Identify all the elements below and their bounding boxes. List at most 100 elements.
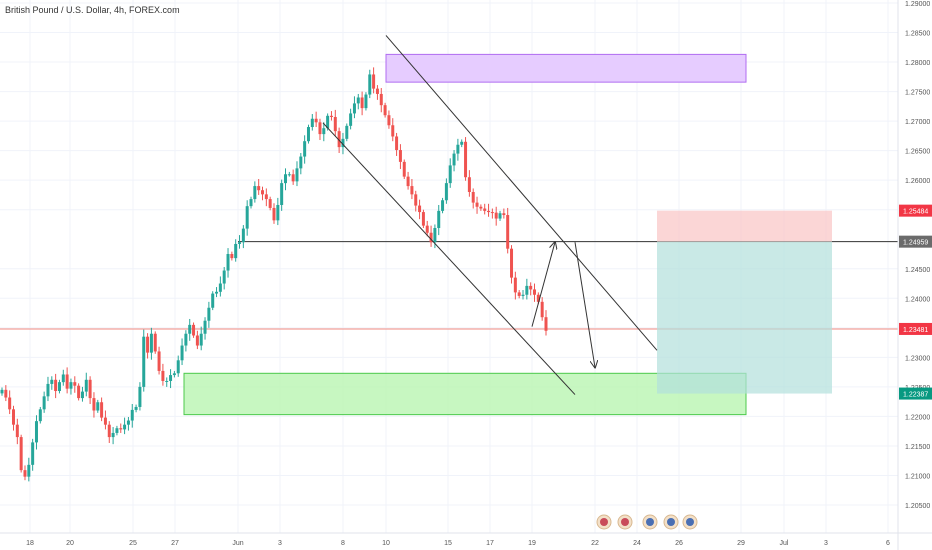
candle-body bbox=[188, 324, 192, 334]
candle-body bbox=[11, 409, 15, 425]
candle-body bbox=[283, 174, 287, 184]
candle-body bbox=[414, 194, 418, 206]
time-tick-label: 25 bbox=[129, 540, 137, 547]
candle-body bbox=[306, 127, 310, 142]
price-tick-label: 1.23000 bbox=[905, 355, 930, 362]
time-axis[interactable]: 18 20 25 27 Jun 3 8 10 15 17 19 22 24 26 29 Jul 3 6 bbox=[0, 532, 932, 547]
candle-body bbox=[80, 391, 84, 399]
candle-body bbox=[172, 373, 176, 376]
time-tick-label: 26 bbox=[675, 540, 683, 547]
economic-events[interactable] bbox=[596, 514, 698, 530]
candle-body bbox=[138, 386, 142, 407]
price-tick-label: 1.21500 bbox=[905, 444, 930, 451]
candle-body bbox=[345, 125, 349, 139]
candle-body bbox=[84, 379, 88, 392]
candle-body bbox=[521, 294, 525, 296]
candle-body bbox=[333, 116, 337, 132]
candle-body bbox=[341, 138, 345, 148]
candle-body bbox=[161, 370, 165, 381]
candle-body bbox=[429, 232, 433, 243]
candle-body bbox=[483, 208, 487, 211]
flag-icon bbox=[600, 518, 608, 526]
candle-body bbox=[226, 254, 230, 271]
candle-body bbox=[456, 144, 460, 154]
candle-body bbox=[192, 324, 196, 336]
candle-body bbox=[215, 291, 219, 294]
price-tick-label: 1.27000 bbox=[905, 119, 930, 126]
time-tick-label: Jun bbox=[232, 540, 243, 547]
price-tick-label: 1.24000 bbox=[905, 296, 930, 303]
candle-body bbox=[77, 385, 81, 399]
candle-body bbox=[199, 333, 203, 346]
candle-body bbox=[494, 212, 498, 219]
candle-body bbox=[257, 186, 261, 191]
candle-body bbox=[19, 437, 23, 471]
candle-body bbox=[506, 215, 510, 249]
candle-body bbox=[245, 206, 249, 229]
candle-body bbox=[502, 213, 506, 216]
candle-body bbox=[475, 202, 479, 207]
candle-body bbox=[375, 88, 379, 94]
candle-body bbox=[433, 228, 437, 243]
candle-body bbox=[418, 205, 422, 213]
time-tick-label: 3 bbox=[824, 540, 828, 547]
candle-body bbox=[103, 417, 107, 425]
time-tick-label: 10 bbox=[382, 540, 390, 547]
candle-body bbox=[352, 103, 356, 114]
candle-body bbox=[238, 242, 242, 244]
candle-body bbox=[395, 136, 399, 151]
candle-body bbox=[452, 153, 456, 166]
candle-body bbox=[513, 277, 517, 293]
candle-body bbox=[119, 428, 123, 430]
price-axis[interactable]: 1.29000 1.28500 1.28000 1.27500 1.27000 1.265… bbox=[897, 0, 932, 550]
time-tick-label: 15 bbox=[444, 540, 452, 547]
candle-body bbox=[314, 118, 318, 123]
price-tick-label: 1.27500 bbox=[905, 90, 930, 97]
time-tick-label: 22 bbox=[591, 540, 599, 547]
candle-body bbox=[487, 210, 491, 213]
time-tick-label: 27 bbox=[171, 540, 179, 547]
candle-body bbox=[337, 131, 341, 148]
chart-title: British Pound / U.S. Dollar, 4h, FOREX.c… bbox=[5, 5, 180, 15]
drawing-annotations[interactable] bbox=[322, 35, 658, 395]
price-badge bbox=[899, 387, 932, 400]
candle-body bbox=[130, 409, 134, 421]
price-tick-label: 1.24500 bbox=[905, 267, 930, 274]
candle-body bbox=[525, 285, 529, 295]
candle-body bbox=[536, 294, 540, 302]
candle-body bbox=[34, 421, 38, 443]
price-zones[interactable] bbox=[183, 53, 832, 416]
candle-body bbox=[299, 156, 303, 169]
take-profit-zone bbox=[657, 241, 832, 394]
demand-zone bbox=[183, 372, 747, 416]
candle-body bbox=[310, 118, 314, 128]
candle-body bbox=[111, 432, 115, 438]
candle-body bbox=[169, 375, 173, 381]
candle-body bbox=[402, 161, 406, 177]
candle-body bbox=[253, 186, 257, 200]
price-badge bbox=[899, 322, 932, 335]
candle-body bbox=[421, 212, 425, 226]
candle-body bbox=[471, 191, 475, 203]
candle-body bbox=[326, 115, 330, 129]
flag-icon bbox=[686, 518, 694, 526]
price-tick-label: 1.28000 bbox=[905, 60, 930, 67]
candle-body bbox=[4, 389, 8, 398]
candle-body bbox=[241, 228, 245, 243]
price-badge-label: 1.22387 bbox=[903, 392, 928, 399]
candle-body bbox=[222, 270, 226, 284]
candle-body bbox=[54, 379, 58, 392]
candle-body bbox=[322, 128, 326, 135]
price-badge-label: 1.25484 bbox=[903, 209, 928, 216]
candle-body bbox=[146, 336, 150, 353]
candle-body bbox=[15, 424, 19, 438]
candle-body bbox=[203, 320, 207, 334]
candle-body bbox=[460, 141, 464, 145]
candle-body bbox=[195, 335, 199, 346]
time-tick-label: 18 bbox=[26, 540, 34, 547]
candle-body bbox=[464, 141, 468, 178]
candle-body bbox=[69, 382, 73, 389]
candle-body bbox=[272, 207, 276, 221]
price-tick-label: 1.28500 bbox=[905, 31, 930, 38]
